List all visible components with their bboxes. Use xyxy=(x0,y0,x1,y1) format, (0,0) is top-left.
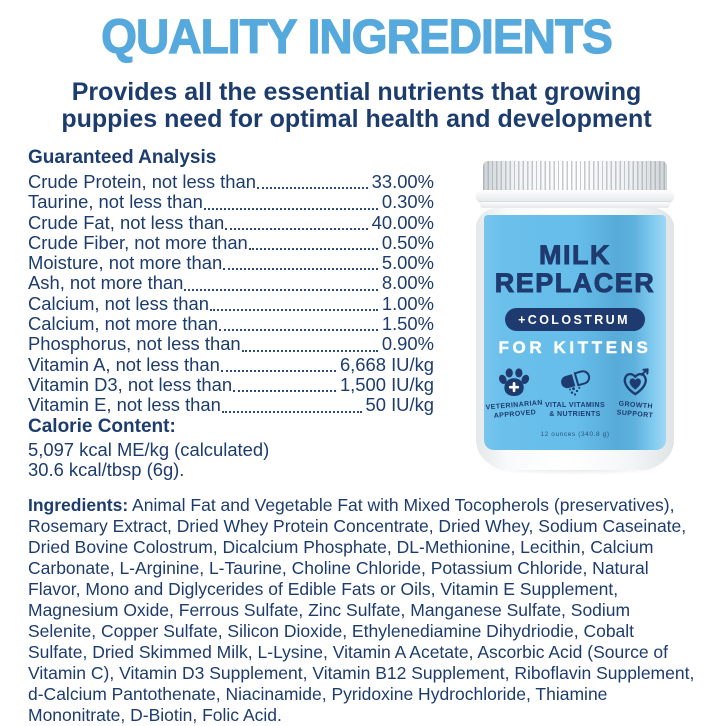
guaranteed-analysis-section: Guaranteed Analysis Crude Protein, not l… xyxy=(28,147,434,416)
dot-leader xyxy=(184,288,378,291)
ingredients-text: Animal Fat and Vegetable Fat with Mixed … xyxy=(28,495,695,725)
page-subtitle: Provides all the essential nutrients tha… xyxy=(61,78,652,133)
dot-leader xyxy=(203,207,378,210)
dot-leader xyxy=(223,268,378,271)
analysis-row: Vitamin E, not less than 50 IU/kg xyxy=(28,394,435,416)
analysis-row: Crude Fiber, not more than 0.50% xyxy=(28,231,434,253)
feature-label: VETERINARIAN APPROVED xyxy=(485,399,543,420)
analysis-row: Vitamin D3, not less than 1,500 IU/kg xyxy=(28,373,434,395)
analysis-value: 1,500 IU/kg xyxy=(339,373,434,395)
analysis-label: Vitamin E, not less than xyxy=(28,394,221,416)
dot-leader xyxy=(248,248,378,251)
dot-leader xyxy=(233,390,336,393)
feature-vital-vitamins: VITAL VITAMINS & NUTRIENTS xyxy=(545,367,606,419)
feature-growth-support: GROWTH SUPPORT xyxy=(605,367,666,420)
analysis-row: Ash, not more than 8.00% xyxy=(28,272,434,294)
ingredients-heading: Ingredients: xyxy=(28,495,129,515)
analysis-value: 50 IU/kg xyxy=(365,394,435,416)
analysis-label: Phosphorus, not less than xyxy=(28,333,241,355)
dot-leader xyxy=(219,329,378,332)
dot-leader xyxy=(225,227,368,230)
feature-veterinarian-approved: VETERINARIAN APPROVED xyxy=(484,367,545,420)
dot-leader xyxy=(241,349,378,352)
analysis-row: Phosphorus, not less than 0.90% xyxy=(28,333,434,355)
jar-cap-lip xyxy=(477,190,673,201)
analysis-row: Crude Protein, not less than 33.00% xyxy=(28,171,434,192)
analysis-value: 0.90% xyxy=(381,333,434,355)
calorie-line: 30.6 kcal/tbsp (6g). xyxy=(28,459,185,480)
analysis-label: Ash, not more than xyxy=(28,272,184,294)
jar-cap xyxy=(483,161,667,191)
analysis-value: 0.50% xyxy=(381,231,434,253)
product-label: MILK REPLACER +COLOSTRUM FOR KITTENS VET… xyxy=(484,215,666,450)
analysis-value: 1.50% xyxy=(381,313,434,335)
analysis-value: 33.00% xyxy=(371,171,434,192)
analysis-value: 40.00% xyxy=(371,211,434,233)
net-weight-text: 12 ounces (340.8 g) xyxy=(540,431,610,439)
analysis-label: Taurine, not less than xyxy=(28,191,203,213)
dot-leader xyxy=(256,187,368,190)
analysis-value: 1.00% xyxy=(381,292,434,314)
analysis-label: Crude Protein, not less than xyxy=(28,171,256,192)
capsule-vitamins-icon xyxy=(561,370,591,396)
colostrum-badge: +COLOSTRUM xyxy=(505,308,645,332)
analysis-value: 0.30% xyxy=(381,191,434,213)
product-jar: MILK REPLACER +COLOSTRUM FOR KITTENS VET… xyxy=(476,161,674,475)
analysis-row: Crude Fat, not less than 40.00% xyxy=(28,211,434,233)
dot-leader xyxy=(209,309,378,312)
analysis-label: Calcium, not more than xyxy=(28,313,219,335)
feature-label: GROWTH SUPPORT xyxy=(616,400,654,420)
analysis-row: Taurine, not less than 0.30% xyxy=(28,191,434,213)
product-name: MILK REPLACER xyxy=(494,240,656,298)
page-title: QUALITY INGREDIENTS xyxy=(100,10,613,64)
dot-leader xyxy=(221,410,362,413)
product-subtitle: FOR KITTENS xyxy=(498,338,652,358)
analysis-value: 6,668 IU/kg xyxy=(339,353,434,375)
paw-cross-icon xyxy=(499,368,530,397)
guaranteed-analysis-heading: Guaranteed Analysis xyxy=(28,147,217,168)
analysis-label: Vitamin A, not less than xyxy=(28,353,220,375)
feature-icons-row: VETERINARIAN APPROVED xyxy=(484,367,666,420)
analysis-label: Crude Fiber, not more than xyxy=(28,231,248,253)
analysis-row: Calcium, not more than 1.50% xyxy=(28,313,434,335)
jar-cap-ring xyxy=(480,202,670,208)
analysis-row: Calcium, not less than 1.00% xyxy=(28,292,434,314)
feature-label: VITAL VITAMINS & NUTRIENTS xyxy=(544,402,606,419)
calorie-content-section: Calorie Content: 5,097 kcal ME/kg (calcu… xyxy=(28,416,270,481)
analysis-label: Moisture, not more than xyxy=(28,252,223,274)
analysis-value: 5.00% xyxy=(381,252,434,274)
calorie-heading: Calorie Content: xyxy=(28,416,176,437)
analysis-label: Calcium, not less than xyxy=(28,292,209,314)
analysis-label: Crude Fat, not less than xyxy=(28,211,225,233)
growth-heart-icon xyxy=(623,368,649,396)
analysis-row: Moisture, not more than 5.00% xyxy=(28,252,434,274)
calorie-line: 5,097 kcal ME/kg (calculated) xyxy=(28,438,270,460)
analysis-value: 8.00% xyxy=(381,272,434,294)
analysis-label: Vitamin D3, not less than xyxy=(28,373,233,395)
dot-leader xyxy=(220,369,336,372)
ingredients-section: Ingredients: Animal Fat and Vegetable Fa… xyxy=(28,495,698,726)
analysis-row: Vitamin A, not less than 6,668 IU/kg xyxy=(28,353,434,375)
